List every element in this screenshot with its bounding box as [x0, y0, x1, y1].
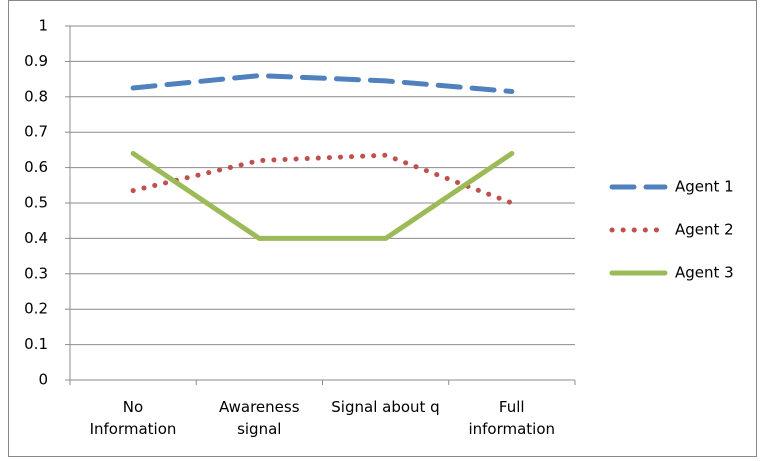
- chart-border: [8, 0, 757, 457]
- x-tick-label: Signal about q: [331, 398, 440, 416]
- x-tick-label: No Information: [89, 398, 177, 438]
- line-series: [130, 73, 515, 94]
- legend-label: Agent 1: [675, 178, 734, 196]
- y-tick-label: 0.7: [24, 123, 48, 141]
- y-tick-label: 0.1: [24, 335, 48, 353]
- y-tick-label: 1: [38, 17, 48, 35]
- y-tick-label: 0.8: [24, 87, 48, 105]
- y-tick-label: 0.4: [24, 229, 48, 247]
- y-tick-label: 0.6: [24, 158, 48, 176]
- y-tick-label: 0.3: [24, 264, 48, 282]
- y-tick-label: 0.5: [24, 194, 48, 212]
- x-tick-label: Awareness signal: [218, 398, 300, 438]
- y-tick-label: 0.2: [24, 300, 48, 318]
- legend-label: Agent 2: [675, 221, 734, 239]
- y-tick-label: 0: [38, 371, 48, 389]
- line-series: [130, 152, 515, 206]
- x-tick-label: Full information: [468, 398, 556, 438]
- line-series: [130, 150, 515, 241]
- y-tick-label: 0.9: [24, 52, 48, 70]
- legend-label: Agent 3: [675, 264, 734, 282]
